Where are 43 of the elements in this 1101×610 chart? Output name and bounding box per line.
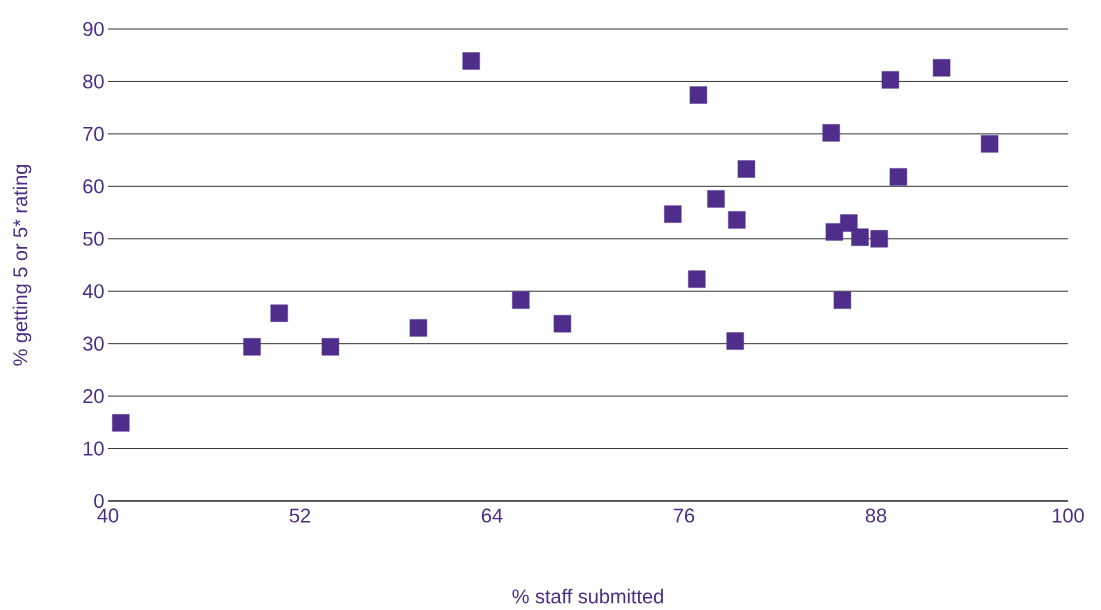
point — [726, 332, 744, 350]
point — [833, 291, 852, 309]
y-tick-label: 60 — [83, 179, 104, 194]
point — [553, 315, 572, 333]
y-tick-label: 0 — [94, 493, 104, 509]
point — [321, 338, 340, 356]
y-tick-label: 90 — [83, 21, 104, 37]
point — [737, 160, 756, 178]
point — [840, 214, 858, 232]
point — [409, 319, 428, 337]
y-tick-label: 80 — [83, 74, 104, 89]
point — [689, 86, 708, 104]
x-tick-label: 100 — [1052, 508, 1084, 523]
y-axis-title: % getting 5 or 5* rating — [12, 164, 32, 366]
point — [270, 304, 288, 322]
x-tick-label: 64 — [481, 508, 503, 523]
x-tick-label: 76 — [673, 508, 695, 523]
point — [889, 168, 908, 186]
y-tick-label: 50 — [83, 231, 104, 246]
y-tick-label: 70 — [83, 126, 104, 141]
point — [851, 228, 869, 246]
point — [688, 270, 706, 288]
x-tick-label: 88 — [865, 508, 887, 523]
point — [870, 230, 888, 248]
y-tick-label: 40 — [82, 284, 104, 299]
y-tick-label: 10 — [83, 441, 104, 456]
point — [243, 338, 261, 356]
point — [462, 52, 480, 70]
x-tick-label: 52 — [289, 508, 311, 523]
x-axis-title: % staff submitted — [512, 588, 663, 604]
y-tick-label: 30 — [83, 336, 104, 351]
point — [728, 211, 746, 229]
point — [881, 71, 900, 89]
point — [822, 124, 840, 142]
point — [825, 223, 844, 241]
point — [980, 135, 999, 153]
x-tick-label: 40 — [97, 508, 119, 523]
point — [664, 205, 682, 223]
point — [707, 190, 725, 208]
point — [932, 59, 951, 77]
y-tick-label: 20 — [83, 389, 104, 404]
point — [512, 291, 530, 309]
point — [112, 414, 130, 432]
